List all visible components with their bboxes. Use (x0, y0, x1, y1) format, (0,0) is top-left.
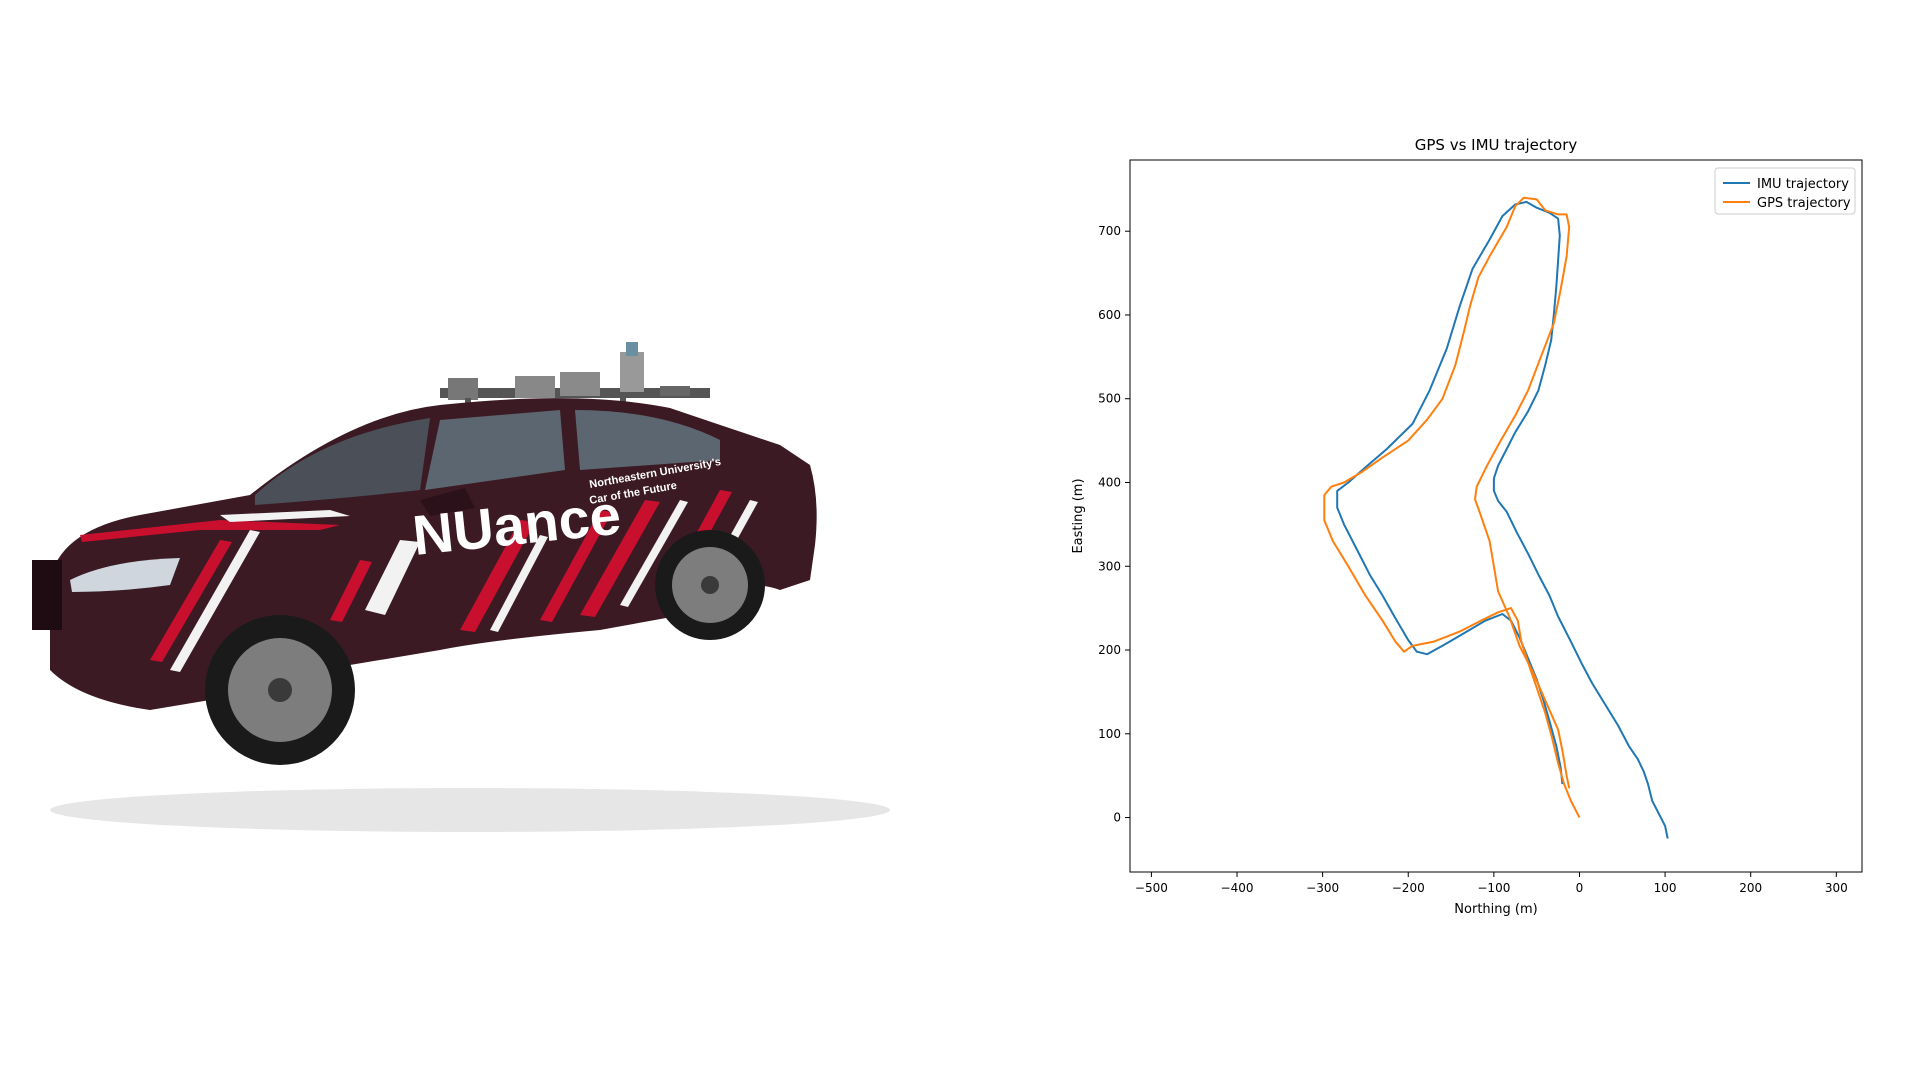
x-tick-label: −100 (1477, 881, 1510, 895)
legend: IMU trajectory GPS trajectory (1714, 167, 1856, 215)
y-tick-label: 300 (1098, 559, 1121, 573)
trajectory-chart: GPS vs IMU trajectory −500 −400 −300 −200 −1… (1071, 136, 1863, 917)
x-tick-label: −400 (1221, 881, 1254, 895)
y-tick-label: 600 (1098, 308, 1121, 322)
y-tick-label: 500 (1098, 392, 1121, 406)
x-tick-label: 200 (1739, 881, 1762, 895)
roof-sensor-rack (440, 342, 710, 418)
headlight (70, 558, 180, 592)
x-tick-label: −300 (1306, 881, 1339, 895)
rear-wheel (655, 530, 765, 640)
series-lines (1323, 196, 1669, 839)
x-tick-label: 0 (1576, 881, 1584, 895)
y-axis: 0 100 200 300 400 500 600 700 (1098, 224, 1130, 825)
y-tick-label: 200 (1098, 643, 1121, 657)
side-window-front (425, 410, 565, 490)
side-window-rear (575, 410, 720, 470)
x-tick-label: 100 (1654, 881, 1677, 895)
x-tick-label: −500 (1135, 881, 1168, 895)
front-wheel (205, 615, 355, 765)
x-tick-label: 300 (1825, 881, 1848, 895)
y-axis-label: Easting (m) (1071, 478, 1086, 553)
y-tick-label: 100 (1098, 727, 1121, 741)
car-photo: NUance Northeastern University's Car of … (32, 342, 890, 832)
y-tick-label: 400 (1098, 475, 1121, 489)
plot-area (1129, 159, 1863, 873)
x-tick-label: −200 (1392, 881, 1425, 895)
x-axis: −500 −400 −300 −200 −100 0 100 200 300 (1135, 872, 1848, 895)
grille (32, 560, 62, 630)
legend-label-imu: IMU trajectory (1757, 177, 1849, 192)
chart-title: GPS vs IMU trajectory (1415, 136, 1578, 154)
windshield (255, 418, 430, 505)
imu-trajectory-line (1336, 200, 1669, 839)
gps-trajectory-line (1323, 196, 1581, 819)
side-mirror (420, 488, 475, 516)
y-tick-label: 0 (1113, 811, 1121, 825)
legend-label-gps: GPS trajectory (1757, 196, 1851, 211)
x-axis-label: Northing (m) (1454, 902, 1537, 917)
y-tick-label: 700 (1098, 224, 1121, 238)
